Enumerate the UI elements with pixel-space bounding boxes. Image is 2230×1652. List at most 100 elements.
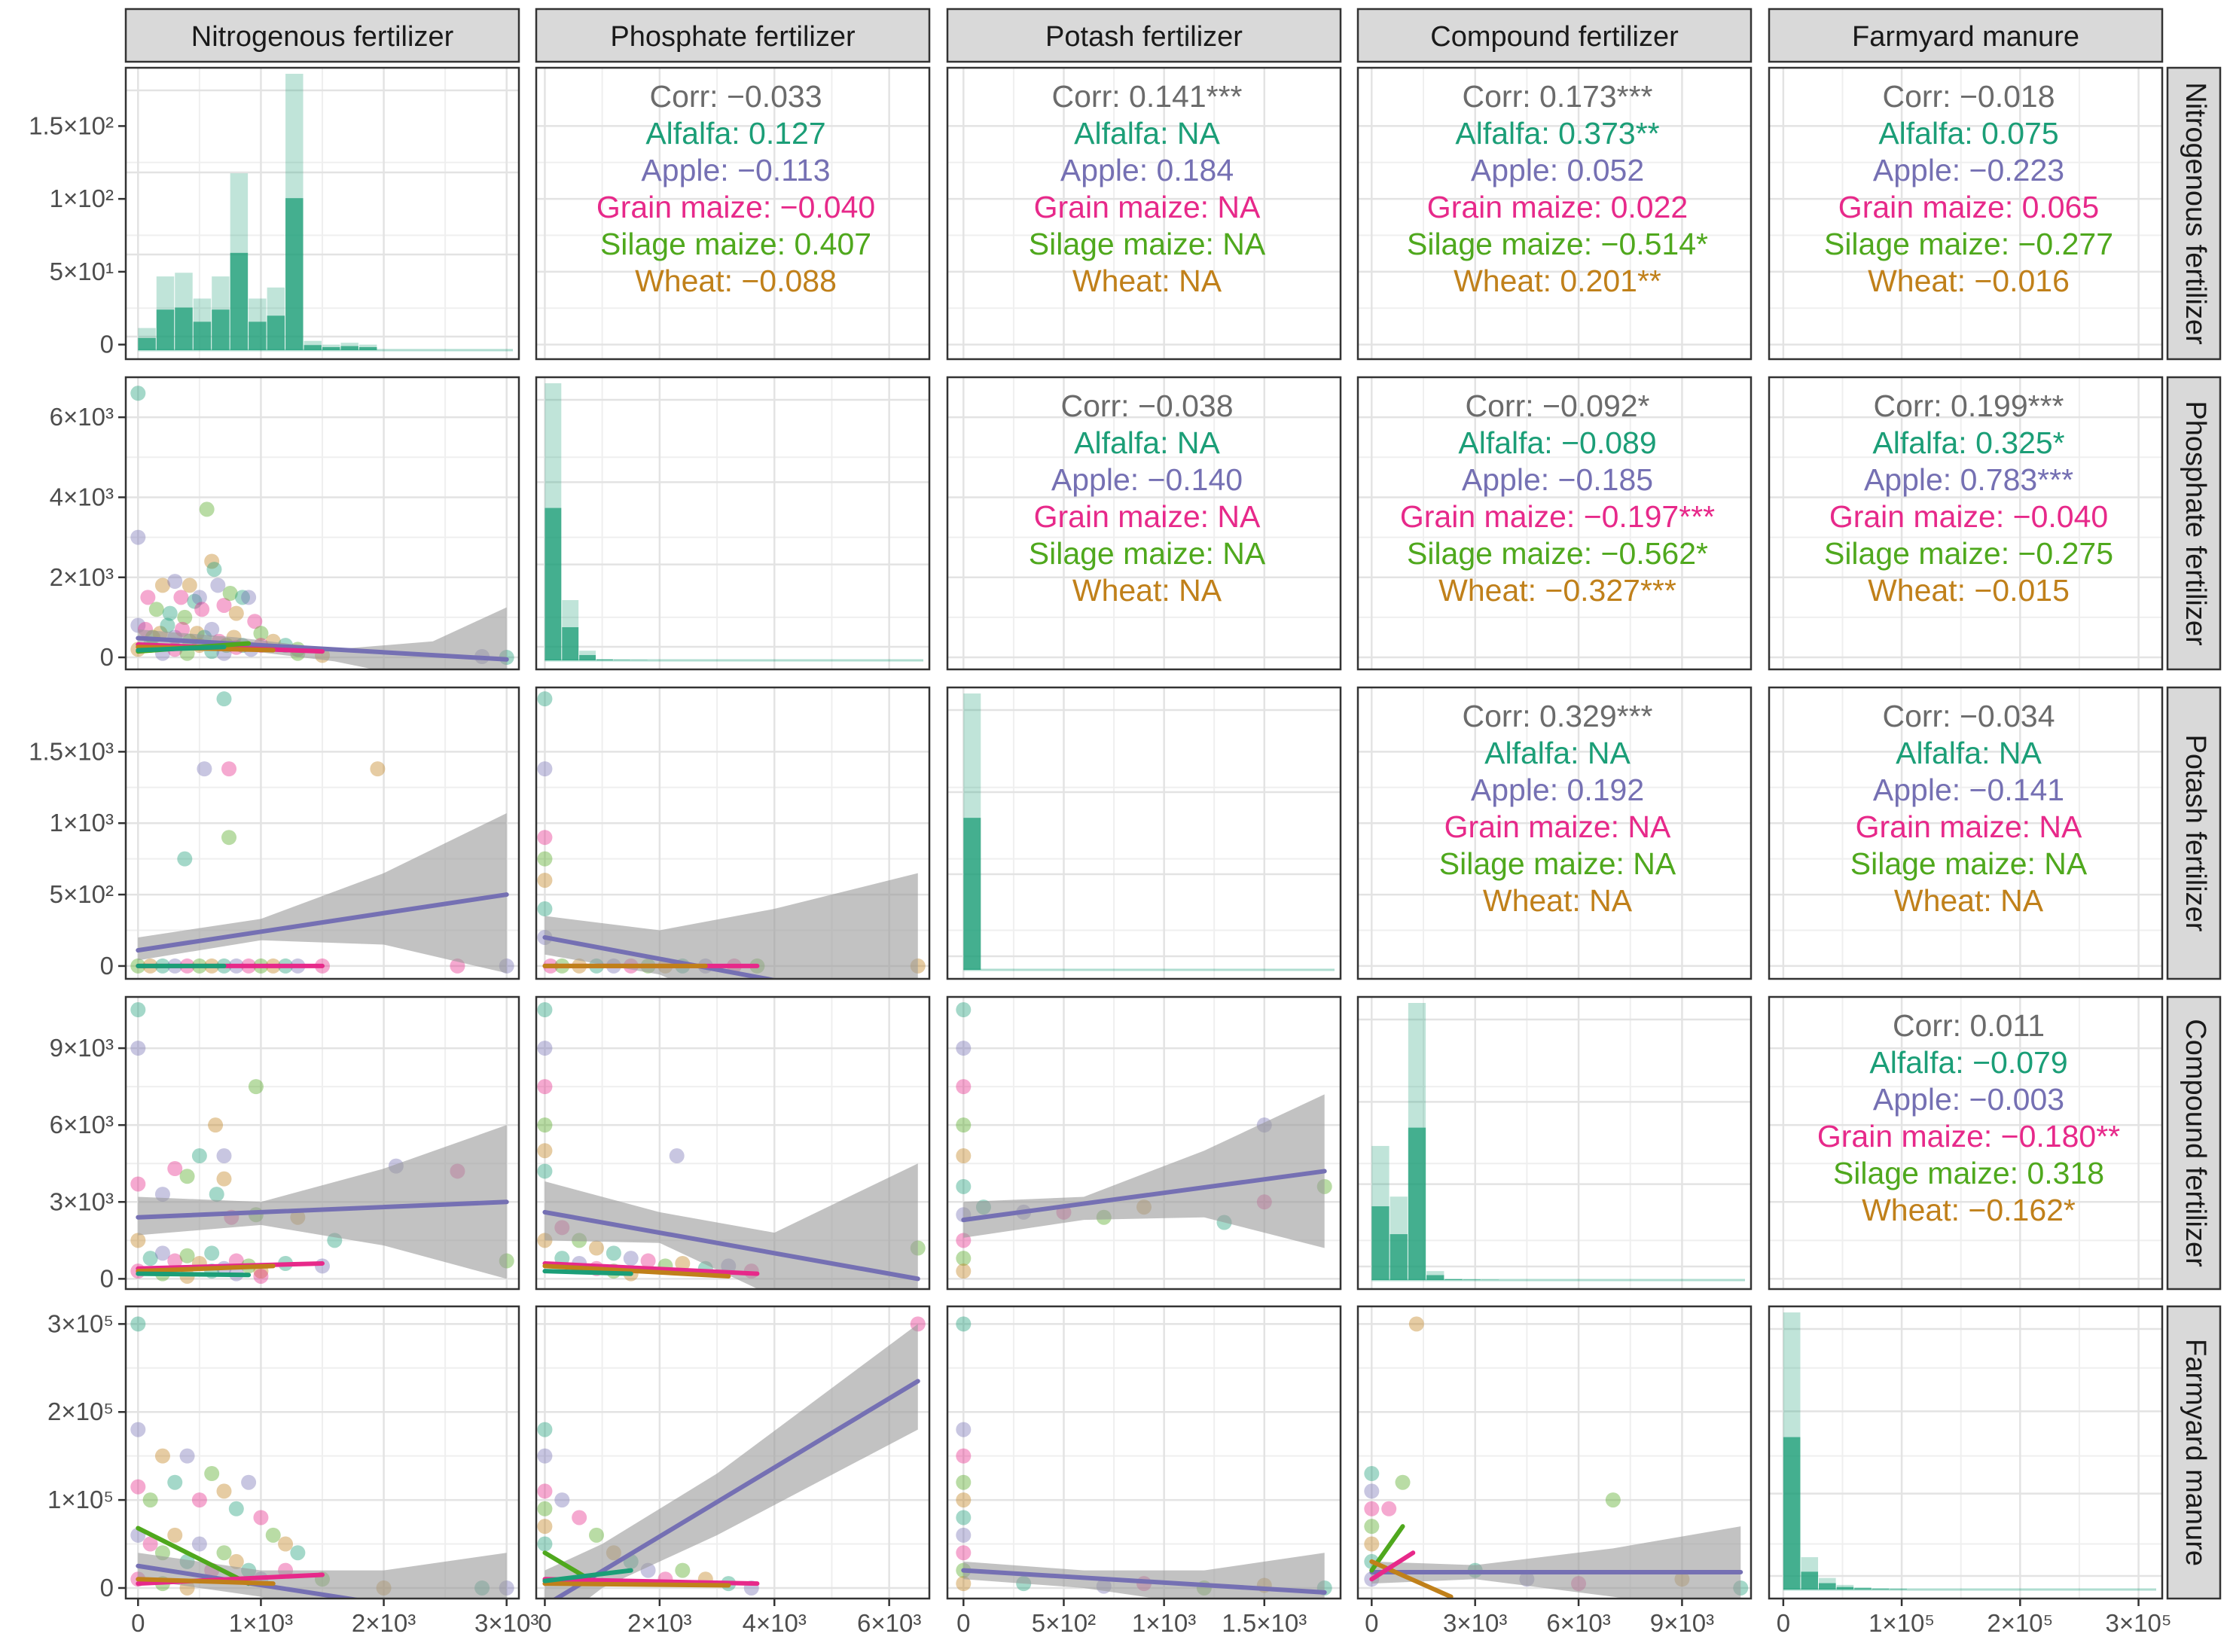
panel-border <box>946 66 1342 361</box>
correlation-line: Alfalfa: 0.325* <box>1872 425 2064 460</box>
regression-line <box>136 1563 363 1599</box>
regression-line <box>136 892 509 953</box>
scatter-point <box>537 691 553 707</box>
scatter-point <box>130 1176 146 1192</box>
scatter-point <box>537 1117 553 1133</box>
histogram-bar <box>156 276 175 350</box>
scatter-point <box>209 1187 224 1202</box>
scatter-point <box>537 1143 553 1159</box>
correlation-line: Alfalfa: 0.373** <box>1455 116 1659 151</box>
correlation-line: Grain maize: −0.040 <box>1829 499 2108 534</box>
x-tick-label: 0 <box>1365 1609 1378 1637</box>
confidence-ribbon <box>545 1163 918 1289</box>
scatter-point <box>253 1510 269 1526</box>
correlation-line: Wheat: −0.015 <box>1868 573 2070 608</box>
confidence-ribbon <box>545 873 918 979</box>
scatter-point <box>197 761 212 777</box>
correlation-line: Silage maize: NA <box>1439 846 1676 881</box>
y-tick-label: 1×10³ <box>50 809 114 837</box>
scatter-point <box>640 1253 656 1269</box>
scatter-point <box>204 1466 220 1482</box>
scatter-point <box>1364 1466 1380 1482</box>
histogram-bar <box>304 345 322 350</box>
x-tick-label: 3×10⁵ <box>2106 1609 2172 1637</box>
scatter-point <box>130 1002 146 1018</box>
column-strip-label: Phosphate fertilizer <box>610 21 856 53</box>
scatter-point <box>1395 1474 1411 1490</box>
panel-border <box>124 1305 520 1600</box>
scatter-point <box>154 1448 170 1464</box>
scatter-point <box>537 1422 553 1437</box>
correlation-line: Corr: 0.199*** <box>1874 389 2064 423</box>
histogram-bar <box>1390 1196 1408 1280</box>
scatter-point <box>191 1492 207 1508</box>
correlation-line: Grain maize: NA <box>1444 809 1671 844</box>
panel-border <box>535 376 931 671</box>
histogram-bar <box>1783 1437 1801 1590</box>
panel-1-3 <box>1358 377 1751 669</box>
correlation-line: Corr: −0.038 <box>1060 389 1233 423</box>
scatter-point <box>956 1492 972 1508</box>
histogram-bar <box>212 309 230 350</box>
panel-border <box>1768 1305 2164 1600</box>
regression-line <box>1369 1550 1416 1582</box>
panel-background <box>1769 377 2162 669</box>
correlation-line: Silage maize: NA <box>1029 227 1266 261</box>
scatter-point <box>537 1163 553 1179</box>
scatter-point <box>253 626 269 642</box>
scatter-point <box>956 1263 972 1279</box>
panel-0-1 <box>536 68 929 359</box>
x-tick-label: 0 <box>538 1609 551 1637</box>
scatter-point <box>253 1268 269 1284</box>
scatter-point <box>216 691 232 707</box>
scatter-point <box>167 1161 183 1177</box>
x-tick-label: 1×10⁵ <box>1869 1609 1935 1637</box>
scatter-point <box>956 1527 972 1543</box>
row-strip-label: Nitrogenous fertilizer <box>2180 82 2211 345</box>
correlation-line: Apple: −0.140 <box>1051 462 1243 497</box>
x-tick-label: 6×10³ <box>857 1609 921 1637</box>
correlation-line: Wheat: NA <box>1894 883 2044 918</box>
panel-0-3 <box>1358 68 1751 359</box>
scatter-point <box>216 1171 232 1187</box>
panel-border <box>1356 686 1753 980</box>
panel-border <box>1768 376 2164 671</box>
scatter-point <box>589 1240 605 1256</box>
scatter-point <box>589 1527 605 1543</box>
scatter-point <box>956 1510 972 1526</box>
scatter-point <box>130 1041 146 1056</box>
scatter-point <box>241 1474 257 1490</box>
scatter-point <box>142 1492 158 1508</box>
x-tick-label: 0 <box>1777 1609 1790 1637</box>
regression-line <box>136 636 509 662</box>
panel-background <box>1769 1306 2162 1599</box>
histogram-bar <box>579 651 596 660</box>
scatter-point <box>537 901 553 917</box>
panel-2-3 <box>1358 687 1751 979</box>
histogram-bar <box>285 198 304 350</box>
histogram-bar <box>1801 1557 1819 1590</box>
y-tick-label: 1×10⁵ <box>47 1486 114 1513</box>
scatter-point <box>554 1492 570 1508</box>
panel-background <box>536 377 929 669</box>
panel-0-4 <box>1769 68 2162 359</box>
panel-border <box>124 376 520 671</box>
scatter-point <box>623 1251 639 1266</box>
scatter-point <box>160 617 175 633</box>
y-tick-label: 0 <box>100 952 114 980</box>
panel-border <box>946 376 1342 671</box>
panel-4-0 <box>126 1306 519 1599</box>
regression-line <box>136 645 227 653</box>
correlation-line: Wheat: 0.201** <box>1454 264 1661 298</box>
scatter-2-0 <box>130 691 514 974</box>
scatter-point <box>140 590 156 605</box>
scatter-point <box>162 605 178 621</box>
row-strip-label: Compound fertilizer <box>2180 1019 2211 1267</box>
scatter-point <box>956 1251 972 1266</box>
panel-2-2 <box>947 687 1341 979</box>
histogram-bar <box>267 287 285 350</box>
column-strip-label: Compound fertilizer <box>1430 21 1679 53</box>
histogram-bar <box>212 276 230 350</box>
